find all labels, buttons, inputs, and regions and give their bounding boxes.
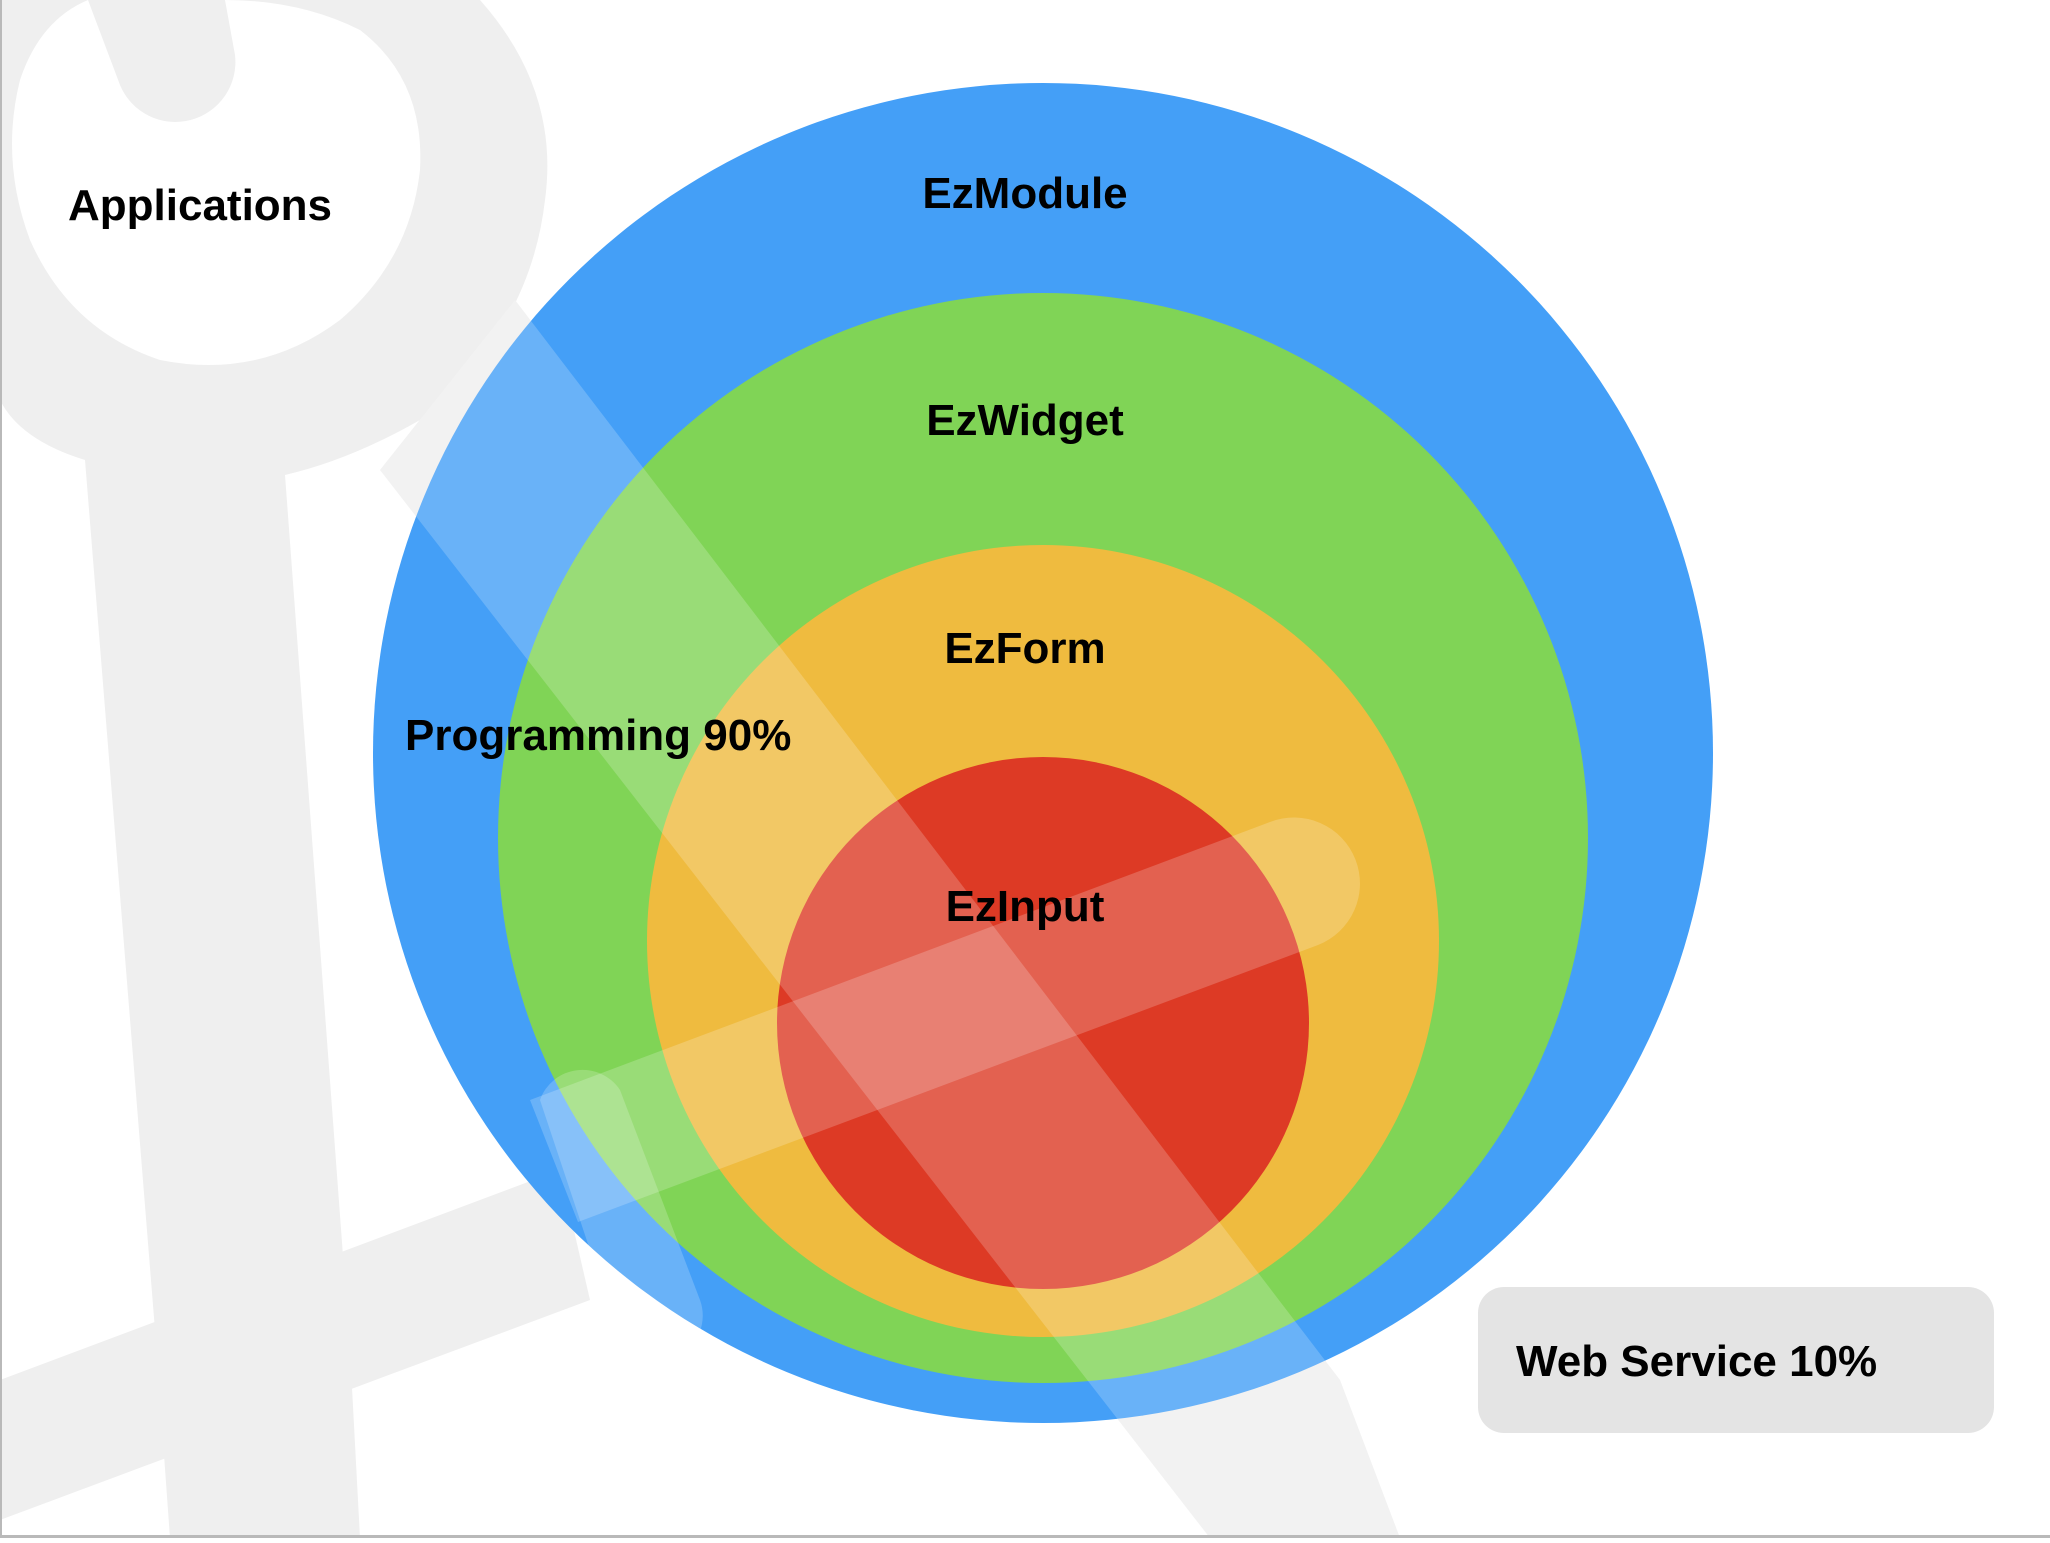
ezinput-layer-circle [777, 757, 1309, 1289]
screwdriver-overlay-icon [380, 300, 1400, 1538]
web-service-label: Web Service 10% [1516, 1337, 1877, 1386]
frame-edge-left [0, 0, 2, 1538]
frame-edge-bottom [0, 1535, 2050, 1538]
ezinput-label: EzInput [946, 882, 1105, 931]
web-service-box-background [1478, 1287, 1994, 1433]
ezform-label: EzForm [944, 624, 1105, 673]
wrench-watermark-icon [0, 0, 548, 1538]
ezwidget-label: EzWidget [926, 396, 1124, 445]
web-service-box: Web Service 10% [1478, 1287, 1994, 1433]
applications-label: Applications [68, 181, 332, 230]
ezmodule-label: EzModule [922, 169, 1127, 218]
programming-label: Programming 90% [405, 711, 791, 760]
